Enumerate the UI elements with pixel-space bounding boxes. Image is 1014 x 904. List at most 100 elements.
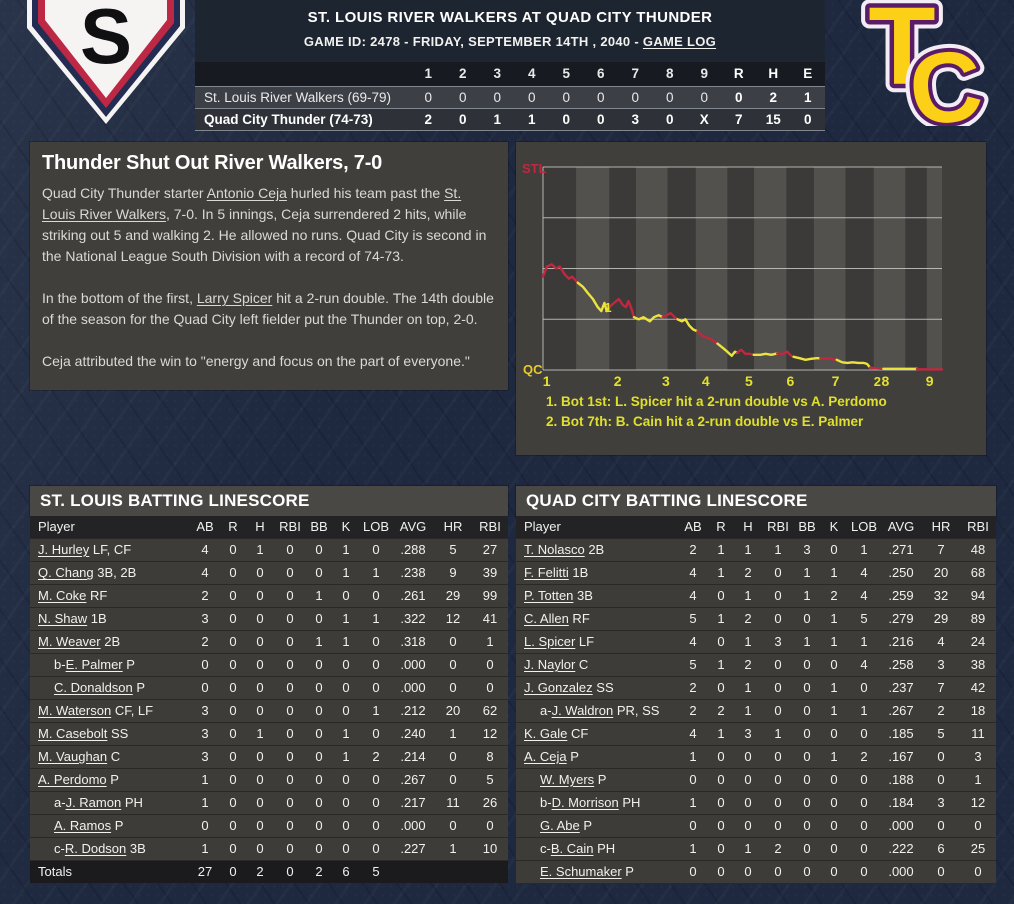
stat-cell: 5: [937, 726, 945, 741]
player-link[interactable]: Q. Chang: [38, 565, 94, 580]
player-link[interactable]: K. Gale: [524, 726, 568, 741]
linescore-column-header: 9: [700, 66, 708, 81]
stat-cell: 3: [744, 726, 752, 741]
stat-cell: 0: [486, 818, 494, 833]
player-position: CF, LF: [111, 703, 154, 718]
player-link[interactable]: B. Cain: [550, 841, 594, 856]
stat-cell: 0: [256, 818, 264, 833]
stat-cell: 0: [286, 680, 294, 695]
article-link[interactable]: St. Louis River Walkers: [42, 185, 462, 222]
stat-cell: 0: [286, 657, 294, 672]
stat-cell: .288: [400, 542, 426, 557]
column-header: RBI: [967, 519, 989, 534]
article-link[interactable]: Larry Spicer: [196, 290, 273, 306]
stat-cell: 0: [286, 588, 294, 603]
stat-cell: [392, 861, 434, 883]
stat-cell: 4: [689, 565, 697, 580]
player-link[interactable]: E. Palmer: [65, 657, 123, 672]
column-header: HR: [443, 519, 463, 534]
inning-score: 0: [596, 112, 605, 127]
table-row: F. Felitti 1B 4 1 2 0 1 1 4.250 20 68: [516, 562, 996, 585]
stat-cell: 0: [286, 703, 294, 718]
stat-cell: 1: [717, 657, 725, 672]
stat-cell: 0: [974, 818, 982, 833]
stat-cell: 0: [803, 772, 811, 787]
player-link[interactable]: M. Coke: [38, 588, 87, 603]
stat-cell: .000: [888, 818, 914, 833]
player-link[interactable]: D. Morrison: [551, 795, 619, 810]
stat-cell: 62: [482, 703, 498, 718]
article-link[interactable]: Antonio Ceja: [206, 185, 287, 201]
win-probability-line-segment: [819, 356, 838, 362]
stat-cell: 68: [970, 565, 986, 580]
game-id-text: GAME ID: 2478 - FRIDAY, SEPTEMBER 14TH ,…: [303, 34, 643, 49]
stat-cell: 29: [445, 588, 461, 603]
player-link[interactable]: E. Schumaker: [540, 864, 622, 879]
table-row: K. Gale CF 4 1 3 1 0 0 0 .185 5 11: [516, 723, 996, 746]
table-row: a-J. Ramon PH 1 0 0 0 0 0 0 .217 11 26: [30, 792, 508, 815]
player-link[interactable]: J. Ramon: [65, 795, 122, 810]
stat-cell: 1: [744, 542, 752, 557]
stat-cell: .217: [400, 795, 426, 810]
player-link[interactable]: A. Ceja: [524, 749, 567, 764]
stat-cell: [472, 861, 508, 883]
stat-cell: 0: [830, 795, 838, 810]
stat-cell: 0: [229, 611, 237, 626]
player-link[interactable]: M. Vaughan: [38, 749, 108, 764]
stat-cell: 6: [342, 864, 350, 879]
stat-cell: 0: [803, 864, 811, 879]
chart-annotation: 2. Bot 7th: B. Cain hit a 2-run double v…: [546, 414, 864, 429]
player-position: 2B: [100, 634, 121, 649]
stat-cell: 1: [342, 634, 350, 649]
stat-cell: 1: [774, 542, 782, 557]
stat-cell: .259: [888, 588, 914, 603]
player-link[interactable]: J. Gonzalez: [524, 680, 593, 695]
stat-cell: 0: [315, 795, 323, 810]
team-total: 2: [769, 90, 777, 105]
stat-cell: 20: [933, 565, 949, 580]
stat-cell: 0: [286, 818, 294, 833]
stat-cell: 0: [315, 772, 323, 787]
stat-cell: 3: [774, 634, 782, 649]
player-link[interactable]: C. Allen: [524, 611, 569, 626]
table-row: M. Weaver 2B 2 0 0 0 1 1 0 .318 0 1: [30, 631, 508, 654]
player-link[interactable]: L. Spicer: [524, 634, 576, 649]
player-link[interactable]: T. Nolasco: [524, 542, 585, 557]
article-text: Ceja attributed the win to "energy and f…: [42, 353, 470, 369]
player-link[interactable]: M. Waterson: [38, 703, 112, 718]
player-position: P: [594, 772, 607, 787]
player-cell: J. Gonzalez SS: [516, 677, 678, 699]
player-link[interactable]: J. Naylor: [524, 657, 576, 672]
stat-cell: 4: [860, 588, 868, 603]
player-link[interactable]: A. Ramos: [54, 818, 112, 833]
stat-cell: 0: [803, 749, 811, 764]
player-link[interactable]: C. Donaldson: [54, 680, 133, 695]
stat-cell: 0: [974, 864, 982, 879]
stat-cell: 20: [445, 703, 461, 718]
player-link[interactable]: F. Felitti: [524, 565, 569, 580]
player-link[interactable]: P. Totten: [524, 588, 574, 603]
stat-cell: 0: [717, 588, 725, 603]
stat-cell: 0: [342, 818, 350, 833]
game-log-link[interactable]: GAME LOG: [642, 34, 717, 49]
player-position: PH: [121, 795, 143, 810]
table-row: b-E. Palmer P 0 0 0 0 0 0 0 .000 0 0: [30, 654, 508, 677]
player-link[interactable]: J. Waldron: [551, 703, 614, 718]
inning-score: 1: [527, 112, 536, 127]
player-link[interactable]: M. Casebolt: [38, 726, 108, 741]
player-link[interactable]: W. Myers: [540, 772, 595, 787]
player-link[interactable]: R. Dodson: [64, 841, 127, 856]
player-link[interactable]: G. Abe: [540, 818, 580, 833]
stat-cell: .188: [888, 772, 914, 787]
player-link[interactable]: N. Shaw: [38, 611, 88, 626]
player-link[interactable]: A. Perdomo: [38, 772, 107, 787]
player-link[interactable]: J. Hurley: [38, 542, 90, 557]
stat-cell: 0: [937, 864, 945, 879]
player-position: P: [132, 680, 146, 695]
stat-cell: 0: [803, 703, 811, 718]
linescore-column-header: 3: [493, 66, 501, 81]
stat-cell: 0: [774, 588, 782, 603]
stat-cell: 3: [201, 611, 209, 626]
player-link[interactable]: M. Weaver: [38, 634, 101, 649]
player-position: 3B: [126, 841, 146, 856]
